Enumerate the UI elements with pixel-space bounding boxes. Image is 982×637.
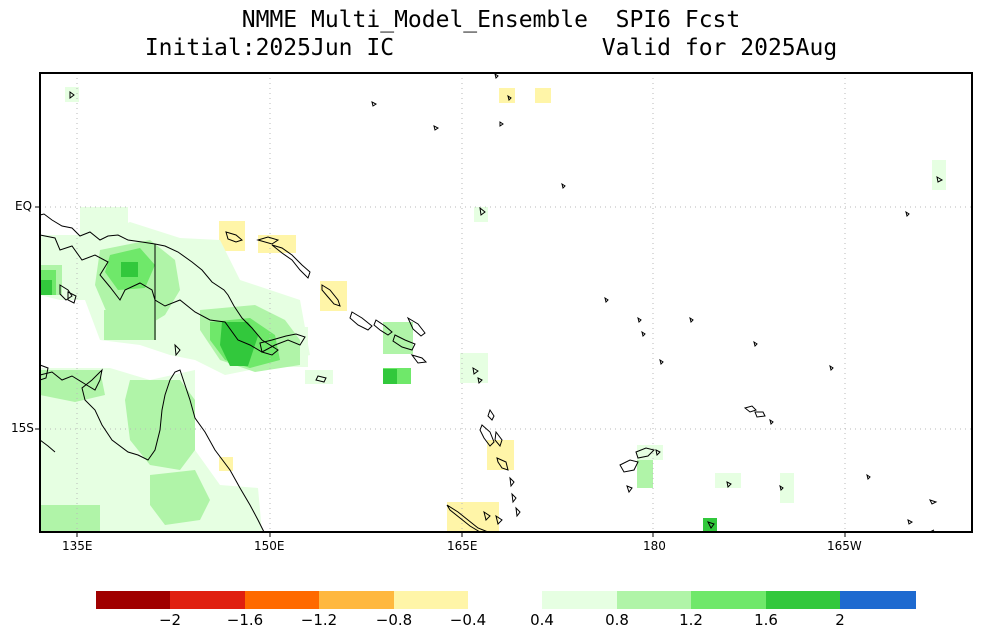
colorbar-label: 0.8	[605, 611, 629, 629]
x-tick-label: 150E	[254, 539, 285, 553]
anomaly-shading	[40, 87, 946, 532]
x-tick-label: 165E	[447, 539, 478, 553]
colorbar-label: −0.8	[375, 611, 413, 629]
chart-title: NMME Multi_Model_Ensemble SPI6 Fcst	[241, 7, 741, 33]
valid-period-label: Valid for 2025Aug	[601, 35, 838, 61]
colorbar-swatch-wet-5	[840, 591, 916, 609]
y-tick-label: EQ	[15, 199, 33, 213]
colorbar-label: −1.2	[300, 611, 338, 629]
x-tick-label: 135E	[62, 539, 93, 553]
colorbar-label: −1.6	[226, 611, 264, 629]
lat-lon-gridlines	[40, 73, 972, 532]
colorbar-swatch-dry-2	[170, 591, 245, 609]
colorbar-label: −2	[158, 611, 182, 629]
x-tick-label: 180	[643, 539, 666, 553]
colorbar-swatch-wet-3	[691, 591, 766, 609]
colorbar-label: 2	[835, 611, 845, 629]
colorbar-swatch-dry-4	[319, 591, 394, 609]
coastlines	[39, 72, 944, 533]
colorbar-label: 1.2	[679, 611, 703, 629]
x-tick-label: 165W	[827, 539, 862, 553]
colorbar-swatch-dry-1	[96, 591, 170, 609]
map-frame	[39, 72, 973, 533]
chart-subtitle: Initial:2025Jun IC Valid for 2025Aug	[0, 35, 982, 61]
colorbar	[96, 591, 916, 609]
colorbar-label: 0.4	[530, 611, 554, 629]
y-tick-label: 15S	[11, 421, 34, 435]
colorbar-label: −0.4	[449, 611, 487, 629]
colorbar-swatch-wet-1	[542, 591, 617, 609]
axis-ticks	[35, 206, 846, 537]
colorbar-swatch-dry-3	[245, 591, 319, 609]
colorbar-label: 1.6	[754, 611, 778, 629]
colorbar-swatch-wet-4	[766, 591, 840, 609]
colorbar-swatch-dry-5	[394, 591, 468, 609]
colorbar-swatch-wet-2	[617, 591, 691, 609]
initial-condition-label: Initial:2025Jun IC	[144, 35, 395, 61]
